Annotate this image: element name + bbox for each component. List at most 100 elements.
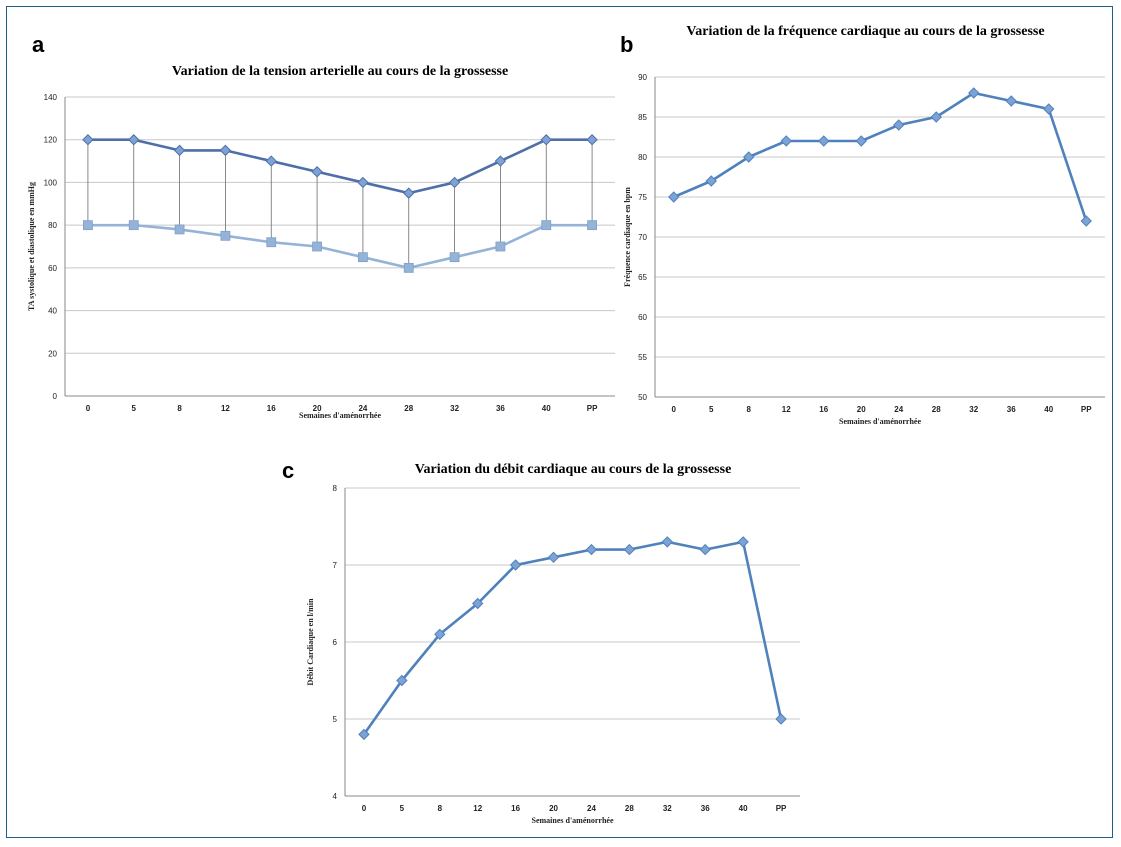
data-point-b-0-0: [668, 191, 680, 203]
data-point-b-0-6: [893, 119, 905, 131]
data-point-c-0-4: [509, 559, 522, 571]
x-tick-label-a-7: 28: [404, 404, 413, 413]
x-tick-label-b-2: 8: [747, 405, 752, 414]
x-tick-label-c-7: 28: [625, 804, 634, 813]
data-point-a-1-0: [83, 220, 93, 231]
data-point-a-1-3: [220, 230, 231, 241]
x-tick-label-c-5: 20: [549, 804, 558, 813]
x-tick-label-a-1: 5: [132, 404, 137, 413]
x-tick-label-c-11: PP: [776, 804, 787, 813]
x-tick-label-a-6: 24: [358, 404, 367, 413]
data-point-a-1-11: [587, 220, 597, 231]
x-tick-label-a-11: PP: [587, 404, 598, 413]
x-tick-label-b-6: 24: [894, 405, 903, 414]
x-tick-label-b-0: 0: [672, 405, 677, 414]
data-point-a-1-8: [449, 252, 460, 263]
data-point-c-0-7: [623, 543, 636, 556]
data-point-c-0-6: [585, 543, 598, 556]
x-tick-label-c-8: 32: [663, 804, 672, 813]
y-tick-label-b-3: 65: [638, 273, 647, 282]
data-point-a-1-9: [495, 241, 506, 252]
data-point-a-0-10: [540, 134, 552, 146]
x-tick-label-a-3: 12: [221, 404, 230, 413]
data-point-b-0-9: [1005, 95, 1017, 107]
y-tick-label-c-1: 5: [333, 715, 338, 724]
y-tick-label-a-4: 80: [48, 221, 57, 230]
data-point-b-0-10: [1043, 103, 1055, 115]
y-axis-label-a: TA systolique et diastolique en mmHg: [27, 182, 36, 311]
y-tick-label-a-3: 60: [48, 264, 57, 273]
x-tick-label-c-3: 12: [473, 804, 482, 813]
data-point-a-0-5: [311, 166, 323, 178]
y-tick-label-b-6: 80: [638, 153, 647, 162]
data-point-b-0-11: [1080, 215, 1092, 227]
y-tick-label-a-0: 0: [53, 392, 58, 401]
series-line-b-0: [673, 91, 1088, 222]
x-tick-label-a-5: 20: [313, 404, 322, 413]
x-tick-label-a-2: 8: [177, 404, 182, 413]
data-point-b-0-3: [780, 135, 792, 147]
chart-title-a: Variation de la tension arterielle au co…: [171, 64, 509, 79]
data-point-c-0-8: [661, 536, 673, 548]
data-point-a-0-0: [82, 134, 94, 146]
x-tick-label-c-0: 0: [362, 804, 367, 813]
x-tick-label-c-1: 5: [400, 804, 405, 813]
data-point-a-0-1: [128, 134, 140, 146]
data-point-c-0-3: [472, 597, 484, 610]
x-tick-label-b-11: PP: [1081, 405, 1092, 414]
x-axis-label-c: Semaines d'aménorrhée: [532, 816, 614, 825]
y-axis-label-b: Fréquence cardiaque en bpm: [623, 187, 632, 287]
x-tick-label-c-9: 36: [701, 804, 710, 813]
x-tick-label-b-8: 32: [969, 405, 978, 414]
x-axis-label-b: Semaines d'aménorrhée: [839, 417, 921, 426]
x-tick-label-b-7: 28: [932, 405, 941, 414]
x-tick-label-b-4: 16: [819, 405, 828, 414]
x-tick-label-c-4: 16: [511, 804, 520, 813]
data-point-a-1-10: [541, 220, 552, 231]
data-point-a-0-4: [265, 155, 277, 167]
x-axis-label-a: Semaines d'aménorrhée: [299, 411, 381, 420]
data-point-c-0-2: [434, 628, 446, 641]
data-point-a-0-9: [494, 155, 507, 167]
x-tick-label-c-6: 24: [587, 804, 596, 813]
x-tick-label-a-10: 40: [542, 404, 551, 413]
y-axis-label-c: Débit Cardiaque en l/min: [306, 598, 315, 685]
y-tick-label-b-1: 55: [638, 353, 647, 362]
data-point-a-1-6: [358, 252, 368, 263]
y-tick-label-b-5: 75: [638, 193, 647, 202]
data-point-c-0-9: [699, 543, 711, 556]
data-point-a-1-2: [174, 224, 185, 235]
panel-label-b: b: [620, 32, 634, 57]
data-point-c-0-11: [775, 713, 787, 725]
y-tick-label-c-3: 7: [333, 561, 338, 570]
data-point-b-0-1: [705, 175, 717, 187]
y-tick-label-b-0: 50: [638, 393, 647, 402]
data-point-a-1-7: [403, 262, 414, 273]
data-point-a-0-6: [357, 176, 369, 189]
y-tick-label-c-4: 8: [333, 484, 338, 493]
data-point-a-0-11: [586, 134, 598, 146]
y-tick-label-b-2: 60: [638, 313, 647, 322]
y-tick-label-a-7: 140: [44, 93, 58, 102]
x-tick-label-b-5: 20: [857, 405, 866, 414]
data-point-c-0-1: [396, 674, 408, 687]
data-point-a-1-5: [312, 241, 322, 252]
data-point-a-0-3: [219, 144, 232, 157]
x-tick-label-b-10: 40: [1044, 405, 1053, 414]
data-point-b-0-8: [968, 87, 980, 99]
data-point-a-0-7: [403, 187, 415, 199]
y-tick-label-a-6: 120: [44, 136, 58, 145]
series-line-a-1: [87, 223, 593, 270]
y-tick-label-b-7: 85: [638, 113, 647, 122]
x-tick-label-b-9: 36: [1007, 405, 1016, 414]
chart-title-b: Variation de la fréquence cardiaque au c…: [686, 24, 1045, 39]
x-tick-label-c-2: 8: [438, 804, 443, 813]
series-line-c-0: [362, 540, 783, 736]
panel-label-a: a: [32, 32, 45, 57]
series-line-a-0: [87, 138, 593, 195]
data-point-a-1-1: [128, 220, 139, 231]
data-point-c-0-0: [358, 728, 370, 741]
